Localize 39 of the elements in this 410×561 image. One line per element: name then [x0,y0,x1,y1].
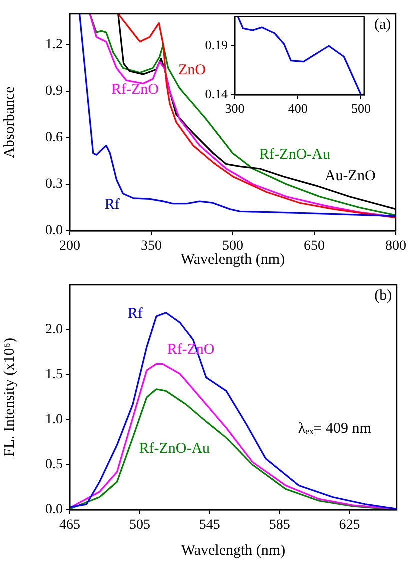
x-tick-label: 465 [60,518,80,534]
y-tick-label: 1.2 [46,38,63,53]
y-tick-label: 1.0 [46,412,63,428]
x-tick-label: 500 [222,239,244,254]
series-label: Au-ZnO [324,168,376,185]
x-axis-title: Wavelength (nm) [181,542,286,559]
x-tick-label: 625 [339,518,360,534]
x-tick-label: 200 [60,239,80,254]
y-tick-label: 0.0 [46,502,63,518]
x-tick-label: 350 [141,239,162,254]
x-tick-label: 650 [304,239,325,254]
x-axis-title: Wavelength (nm) [180,252,286,268]
x-tick-label: 585 [269,518,290,534]
x-tick-label: 800 [386,239,406,254]
y-tick-label: 0.0 [46,224,63,239]
x-tick-label: 400 [288,101,308,116]
series-label: Rf [104,196,120,213]
series-label: Rf [128,306,143,322]
y-tick-label: 2.0 [46,322,63,338]
y-tick-label: 0.5 [46,458,63,473]
x-tick-label: 545 [199,518,220,534]
y-axis-title: FL. Intensity (x10⁶) [2,338,18,457]
y-tick-label: 0.6 [46,130,63,146]
series-label: Rf-ZnO-Au [260,146,331,163]
y-tick-label: 0.9 [46,84,63,100]
annotation: (a) [374,16,392,33]
x-tick-label: 300 [225,101,245,116]
x-tick-label: 505 [129,518,150,534]
x-tick-label: 500 [351,101,371,116]
annotation: λₑₓ= 409 nm [298,420,372,437]
y-tick-label: 0.3 [46,177,63,192]
y-tick-label: 1.5 [46,368,63,383]
series-label: ZnO [178,62,206,78]
series-label: Rf-ZnO-Au [139,441,211,458]
y-axis-title: Absorbance [2,86,18,158]
series-label: Rf-ZnO [111,82,160,98]
y-tick-label: 0.19 [205,38,228,53]
y-tick-label: 0.14 [205,86,228,102]
annotation: (b) [374,288,392,304]
